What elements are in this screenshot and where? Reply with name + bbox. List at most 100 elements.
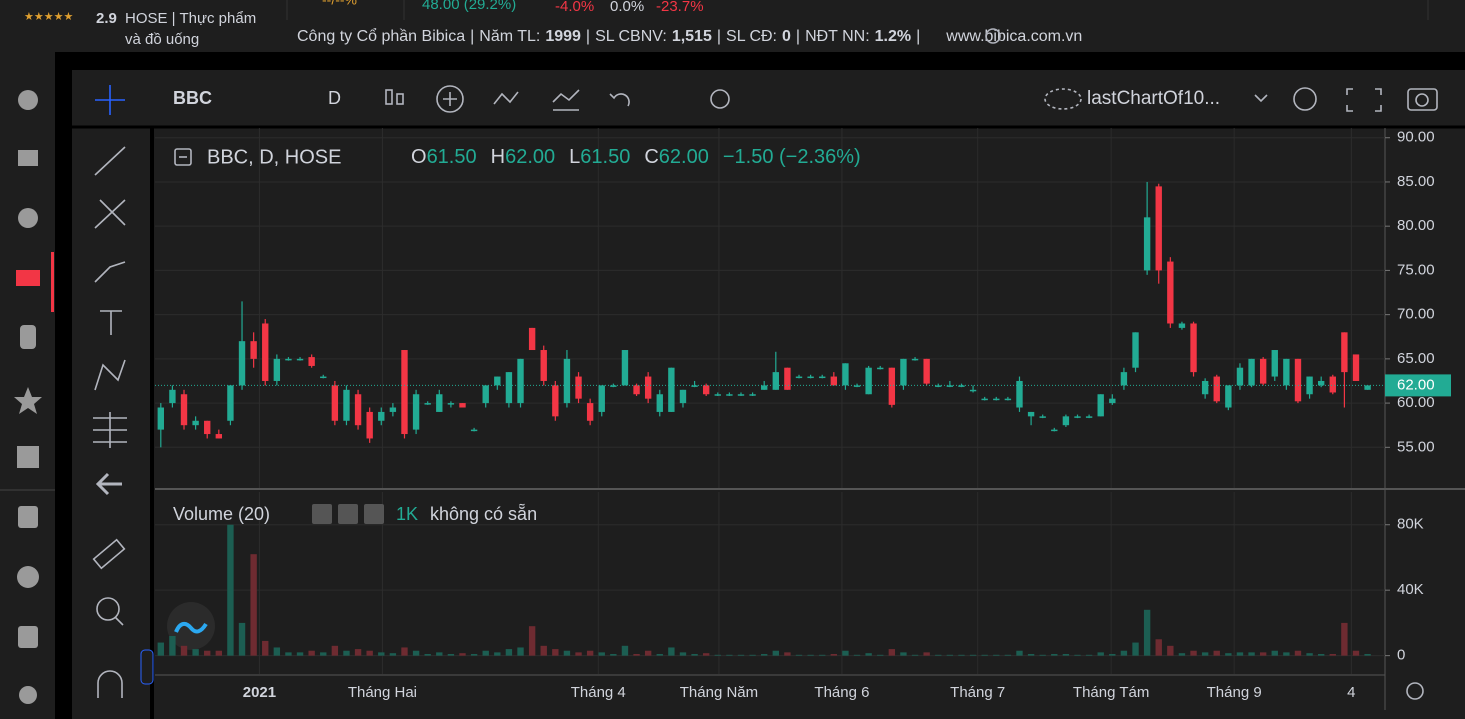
candle-body <box>656 394 663 412</box>
volume-bar <box>563 650 571 656</box>
candle-body <box>540 350 547 381</box>
candle-body <box>586 403 594 421</box>
candle-body <box>993 398 1000 401</box>
partial-cell: --/--% <box>322 0 357 8</box>
logo-mark <box>174 621 208 634</box>
volume-bar <box>482 650 489 656</box>
candle-body <box>981 398 988 401</box>
settings-icon[interactable] <box>1406 682 1424 700</box>
volume-bar <box>215 650 223 656</box>
volume-bar <box>993 654 1000 656</box>
ohlc-key: L <box>569 146 580 168</box>
x-tick-label: Tháng 4 <box>571 684 626 701</box>
website[interactable]: www.bibica.com.vn <box>945 28 1082 45</box>
eye-button[interactable] <box>312 504 332 524</box>
volume-bar <box>470 654 478 656</box>
close-button[interactable] <box>364 504 384 524</box>
volume-bar <box>1039 654 1046 656</box>
volume-bar <box>436 652 443 656</box>
interval[interactable]: D <box>328 88 341 108</box>
volume-bar <box>1167 645 1174 656</box>
sidebar-icons[interactable] <box>14 90 42 704</box>
candle-body <box>180 394 188 426</box>
drawing-tools[interactable] <box>92 85 127 698</box>
volume-bar <box>238 622 246 656</box>
volume-bar <box>494 652 501 656</box>
volume-bar <box>784 652 791 656</box>
volume-bar <box>1132 642 1139 656</box>
volume-bar <box>1120 650 1128 656</box>
separator: | <box>470 28 474 45</box>
candle-body <box>354 394 362 426</box>
candle-body <box>807 376 814 379</box>
candle-body <box>761 385 768 390</box>
y-tick-label: 80K <box>1397 516 1424 533</box>
volume-bar <box>691 654 698 656</box>
volume-bar <box>1306 653 1313 656</box>
layout-name[interactable]: lastChartOf10... <box>1087 88 1220 109</box>
volume-bar <box>1178 653 1186 656</box>
volume-bar <box>540 645 547 656</box>
volume-bar <box>877 654 884 656</box>
candle-body <box>644 376 652 399</box>
volume-bar <box>1341 622 1348 656</box>
candle-body <box>331 385 339 421</box>
candle-body <box>784 367 791 390</box>
y-tick-label: 40K <box>1397 581 1424 598</box>
dropdown[interactable] <box>1254 94 1268 103</box>
candle-body <box>273 358 281 381</box>
toolbar-icons[interactable] <box>385 85 1438 113</box>
candle-body <box>401 350 408 435</box>
volume-bar <box>900 652 907 656</box>
y-tick-label: 75.00 <box>1397 261 1435 278</box>
symbol[interactable]: BBC <box>173 88 212 108</box>
volume-bar <box>378 652 385 656</box>
change: −1.50 (−2.36%) <box>723 146 861 168</box>
volume-bar <box>1213 650 1220 656</box>
candle-body <box>702 385 710 395</box>
candle-body <box>1132 332 1139 368</box>
separator: | <box>916 28 920 45</box>
candle-body <box>169 389 176 404</box>
candle-body <box>1167 261 1174 324</box>
separator: | <box>586 28 590 45</box>
volume-value: 1K <box>396 504 418 524</box>
candle-body <box>1039 416 1046 418</box>
partial-cell: 48.00 (29.2%) <box>422 0 516 13</box>
volume-bar <box>308 650 315 656</box>
fact-value: 1999 <box>545 28 581 45</box>
collapse-legend[interactable] <box>174 148 192 166</box>
volume-bar <box>412 650 420 656</box>
volume-bar <box>331 645 339 656</box>
fact-label: NĐT NN: <box>805 28 870 45</box>
y-tick-label: 90.00 <box>1397 129 1435 146</box>
collapse-tab[interactable] <box>140 649 154 685</box>
candle-body <box>1190 323 1197 373</box>
fact-label: SL CĐ: <box>726 28 777 45</box>
settings-button[interactable] <box>338 504 358 524</box>
volume-bar <box>285 652 292 656</box>
candle-body <box>691 385 698 387</box>
rating: 2.9 <box>96 10 117 27</box>
candle-body <box>668 367 675 412</box>
volume-bar <box>656 654 663 656</box>
volume-bar <box>795 654 803 656</box>
candle-body <box>1329 376 1336 393</box>
price-label: 62.00 <box>1397 376 1435 393</box>
candle-body <box>1306 376 1313 395</box>
volume-bar <box>192 649 199 656</box>
volume-bar <box>819 654 826 656</box>
volume-bar <box>1027 654 1035 656</box>
volume-bar <box>320 652 327 656</box>
volume-bar <box>528 626 536 656</box>
candle-body <box>505 372 513 404</box>
candle-body <box>900 358 907 386</box>
candle-body <box>853 385 861 387</box>
volume-bar <box>1201 652 1209 656</box>
candle-body <box>1074 416 1081 418</box>
volume-bar <box>1097 652 1104 656</box>
candle-body <box>343 389 350 421</box>
x-tick-label: 2021 <box>243 684 276 701</box>
